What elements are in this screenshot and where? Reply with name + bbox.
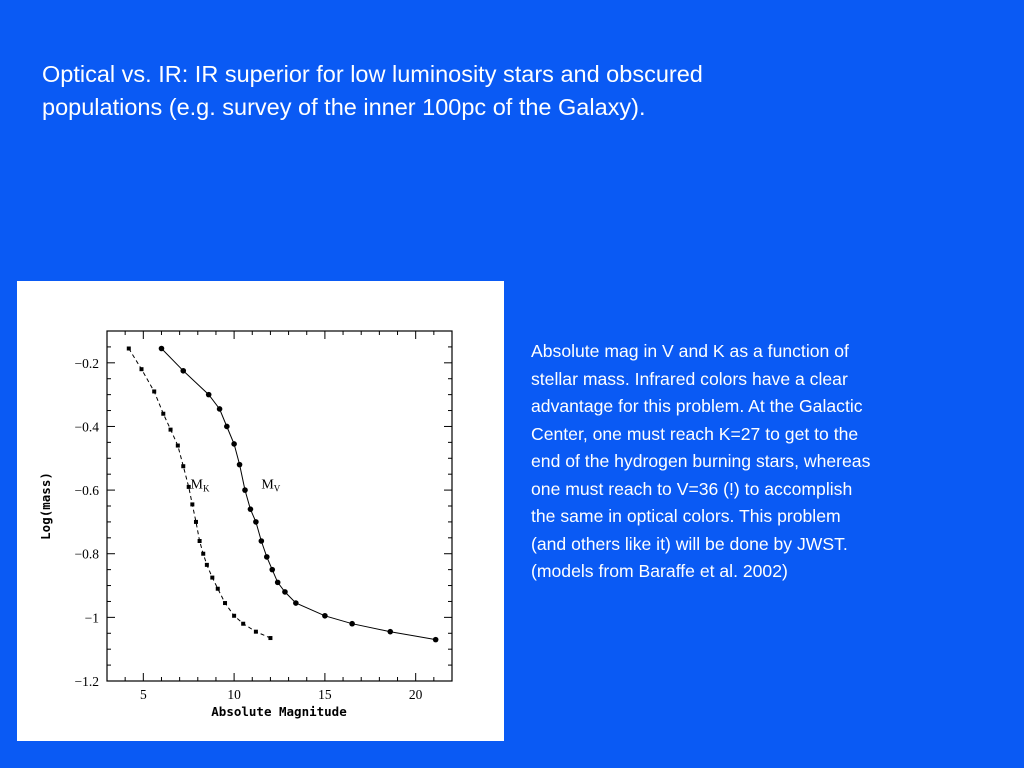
series-label: MK: [191, 478, 210, 494]
data-point: [322, 612, 328, 619]
data-point: [158, 345, 165, 352]
data-point: [258, 538, 265, 544]
data-point: [236, 461, 243, 468]
data-point: [201, 551, 206, 556]
y-tick-label: −1.2: [75, 674, 100, 689]
data-point: [168, 427, 173, 432]
y-axis-title: Log(mass): [38, 472, 53, 540]
data-point: [223, 601, 228, 606]
data-point: [224, 423, 230, 430]
data-point: [293, 600, 299, 606]
y-tick-label: −0.6: [75, 483, 100, 498]
data-point: [193, 519, 198, 524]
data-point: [387, 628, 394, 635]
x-tick-label: 5: [140, 687, 147, 702]
mass-magnitude-chart: 5 10 15 20 −0.2 −0.4 −0.6 −0.8 −1 −1.2 MK MV Absol…: [38, 330, 453, 719]
data-point: [175, 443, 180, 448]
slide-title: Optical vs. IR: IR superior for low lumi…: [42, 61, 703, 120]
data-point: [126, 346, 131, 351]
series-lines: [128, 348, 436, 641]
axis-ticks: [106, 330, 453, 682]
y-tick-label: −0.4: [75, 419, 100, 434]
series-line-mv: [161, 348, 436, 641]
data-point: [210, 575, 215, 580]
data-point: [282, 589, 288, 595]
data-point: [247, 506, 254, 512]
data-point: [139, 367, 144, 372]
data-point: [186, 484, 191, 489]
series-line-mk: [128, 348, 271, 639]
data-point: [268, 636, 273, 641]
data-point: [190, 502, 195, 507]
data-point: [253, 519, 259, 525]
data-point: [269, 566, 276, 573]
data-point: [180, 367, 187, 374]
series-label-subscript: V: [274, 484, 281, 494]
x-axis-title: Absolute Magnitude: [211, 704, 347, 719]
tick-labels: 5 10 15 20 −0.2 −0.4 −0.6 −0.8 −1 −1.2: [75, 356, 423, 702]
data-point: [432, 636, 439, 643]
data-point: [205, 391, 212, 398]
data-point: [204, 562, 209, 567]
series-name-labels: MK MV: [191, 478, 281, 494]
data-point: [241, 621, 246, 626]
x-tick-label: 10: [227, 687, 241, 702]
y-tick-label: −0.2: [75, 356, 100, 371]
data-point: [181, 464, 186, 469]
data-point: [216, 406, 223, 412]
plot-frame: [106, 330, 453, 682]
data-point: [161, 411, 166, 416]
y-tick-label: −0.8: [75, 547, 100, 562]
figure-caption: Absolute mag in V and K as a function of…: [531, 341, 871, 581]
data-point: [274, 579, 281, 586]
data-point: [242, 487, 248, 493]
x-tick-label: 20: [409, 687, 423, 702]
data-point: [349, 620, 355, 627]
data-point: [152, 389, 157, 394]
data-point: [253, 629, 258, 634]
data-point: [215, 586, 220, 591]
series-markers: [126, 345, 439, 643]
data-point: [232, 613, 237, 618]
x-tick-label: 15: [318, 687, 332, 702]
series-label-subscript: K: [203, 484, 210, 494]
data-point: [263, 554, 270, 560]
data-point: [231, 441, 237, 447]
series-label: MV: [261, 478, 280, 494]
y-tick-label: −1: [85, 610, 99, 625]
data-point: [197, 539, 202, 543]
figure-panel: 5 10 15 20 −0.2 −0.4 −0.6 −0.8 −1 −1.2 MK MV Absol…: [17, 281, 504, 741]
